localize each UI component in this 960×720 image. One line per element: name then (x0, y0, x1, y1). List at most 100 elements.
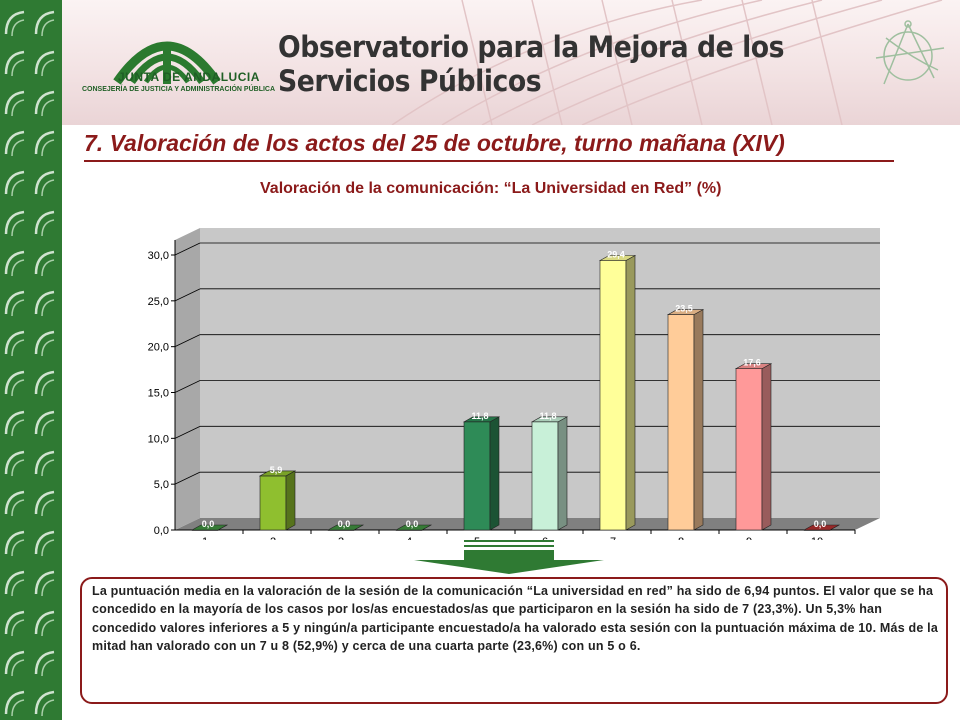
strip-swirl (41, 299, 55, 317)
gridline (174, 380, 201, 393)
strip-swirl (34, 330, 55, 355)
strip-swirl (11, 339, 25, 357)
gridline (174, 425, 201, 439)
page-title: 7. Valoración de los actos del 25 de oct… (84, 130, 785, 156)
data-label: 17,6 (743, 358, 761, 368)
bar-2 (258, 470, 297, 531)
bar-side (557, 416, 568, 531)
org-department: CONSEJERÍA DE JUSTICIA Y ADMINISTRACIÓN … (82, 86, 276, 93)
strip-swirl (4, 570, 25, 595)
strip-swirl (11, 419, 25, 437)
strip-swirl (41, 459, 55, 477)
x-tick-label: 9 (746, 536, 752, 540)
summary-text: La puntuación media en la valoración de … (92, 584, 939, 654)
chart-side-wall (175, 228, 200, 530)
strip-swirl (41, 659, 55, 677)
x-tick-label: 10 (811, 536, 823, 540)
bar-4 (394, 524, 433, 531)
strip-swirl (41, 379, 55, 397)
strip-swirl (41, 619, 55, 637)
strip-swirl (4, 210, 25, 235)
strip-swirl (34, 690, 55, 715)
x-tick-label: 2 (270, 536, 276, 540)
bar-chart: 0,05,010,015,020,025,030,0 0,05,90,0 0,01… (148, 228, 880, 540)
strip-pattern (4, 10, 55, 717)
strip-swirl (4, 170, 25, 195)
strip-swirl (4, 530, 25, 555)
header-background-pattern (391, 0, 943, 125)
bar-front (735, 368, 763, 531)
strip-swirl (11, 259, 25, 277)
site-title: Observatorio para la Mejora de los Servi… (278, 30, 785, 98)
strip-swirl (4, 690, 25, 715)
strip-swirl (34, 610, 55, 635)
data-label: 11,8 (471, 411, 488, 421)
x-tick-label: 5 (474, 536, 480, 540)
strip-swirl (11, 299, 25, 317)
bar-top (394, 524, 433, 531)
bar-front (463, 421, 491, 531)
strip-swirl (11, 539, 25, 557)
strip-swirl (34, 210, 55, 235)
bar-1 (190, 524, 229, 531)
strip-swirl (34, 90, 55, 115)
y-tick-label: 15,0 (148, 388, 169, 400)
data-label: 0,0 (338, 519, 351, 529)
bar-front (259, 475, 287, 531)
strip-swirl (4, 410, 25, 435)
bar-side (489, 416, 500, 531)
strip-swirl (34, 530, 55, 555)
strip-swirl (4, 250, 25, 275)
strip-swirl (41, 419, 55, 437)
strip-swirl (34, 290, 55, 315)
bar-3 (326, 524, 365, 531)
strip-swirl (4, 370, 25, 395)
bar-top (598, 255, 637, 261)
strip-swirl (41, 579, 55, 597)
strip-swirl (34, 370, 55, 395)
strip-swirl (41, 259, 55, 277)
x-tick-label: 1 (202, 536, 208, 540)
summary-text-box: La puntuación media en la valoración de … (80, 577, 948, 704)
title-underline (84, 160, 894, 162)
bar-top (530, 416, 569, 423)
strip-swirl (41, 19, 55, 37)
gridline (174, 471, 201, 485)
junta-andalucia-logo (113, 41, 221, 85)
strip-swirl (11, 19, 25, 37)
strip-swirl (11, 99, 25, 117)
bar-10 (802, 524, 841, 531)
bar-top (258, 470, 297, 477)
strip-swirl (34, 130, 55, 155)
bar-top (326, 524, 365, 531)
y-tick-label: 25,0 (148, 296, 169, 308)
compass-emblem-icon (875, 20, 945, 85)
x-tick-label: 8 (678, 536, 684, 540)
down-arrow-icon (414, 540, 604, 574)
strip-swirl (34, 250, 55, 275)
strip-swirl (4, 290, 25, 315)
strip-swirl (34, 650, 55, 675)
strip-swirl (11, 579, 25, 597)
strip-swirl (4, 650, 25, 675)
strip-swirl (41, 699, 55, 717)
gridline (174, 242, 201, 256)
bar-front (667, 314, 695, 531)
strip-swirl (11, 459, 25, 477)
bar-7 (598, 254, 637, 531)
strip-swirl (41, 539, 55, 557)
bar-6 (530, 416, 569, 531)
strip-swirl (41, 139, 55, 157)
strip-swirl (4, 330, 25, 355)
y-tick-label: 0,0 (154, 525, 169, 537)
strip-swirl (11, 219, 25, 237)
bar-top (802, 524, 841, 531)
strip-swirl (41, 59, 55, 77)
strip-swirl (4, 50, 25, 75)
org-name: JUNTA DE ANDALUCIA (118, 70, 260, 84)
header-banner (62, 0, 960, 125)
strip-swirl (34, 450, 55, 475)
bar-top (190, 524, 229, 531)
chart-title: Valoración de la comunicación: “La Unive… (260, 180, 722, 197)
x-tick-label: 4 (406, 536, 412, 540)
